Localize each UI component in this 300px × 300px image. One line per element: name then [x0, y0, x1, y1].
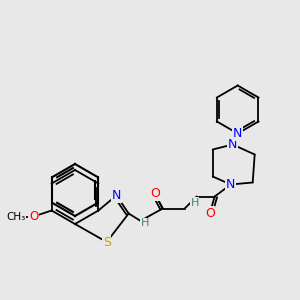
Text: H: H: [140, 218, 149, 229]
Text: O: O: [150, 187, 160, 200]
Text: S: S: [103, 236, 111, 248]
Text: O: O: [29, 210, 38, 223]
Text: CH₃: CH₃: [6, 212, 25, 221]
Text: N: N: [233, 127, 242, 140]
Text: O: O: [205, 207, 214, 220]
Text: N: N: [228, 138, 237, 151]
Text: H: H: [190, 197, 199, 208]
Text: N: N: [226, 178, 236, 191]
Text: N: N: [112, 189, 121, 202]
